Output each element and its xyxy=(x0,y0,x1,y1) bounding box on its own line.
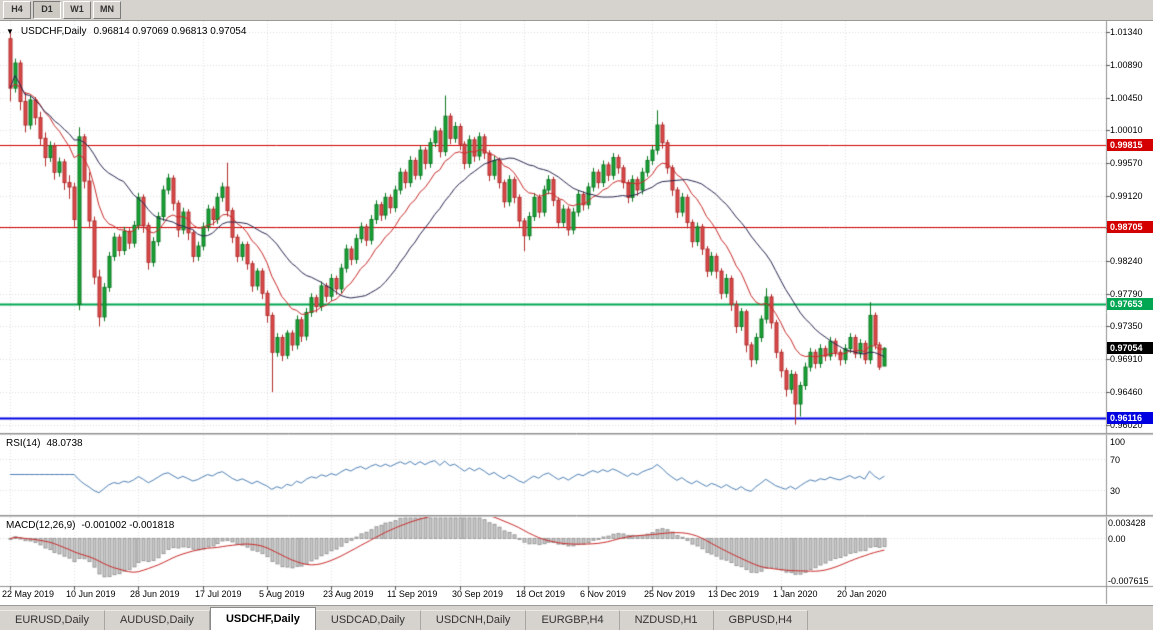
macd-axis-label: 0.003428 xyxy=(1108,518,1146,528)
price-line-tag: 0.98705 xyxy=(1107,221,1153,233)
timeframe-toolbar: H4 D1 W1 MN xyxy=(0,0,1153,21)
current-price-tag: 0.97054 xyxy=(1107,342,1153,354)
price-axis-label: 0.99120 xyxy=(1110,191,1143,201)
timeframe-button-mn[interactable]: MN xyxy=(93,1,121,19)
price-scale-drag-area[interactable] xyxy=(1106,21,1153,586)
macd-indicator-name: MACD(12,26,9) xyxy=(6,520,76,531)
price-axis-label: 0.96910 xyxy=(1110,354,1143,364)
time-scale-drag-area[interactable] xyxy=(0,586,1106,604)
time-axis-label: 5 Aug 2019 xyxy=(259,589,305,599)
time-axis-label: 20 Jan 2020 xyxy=(837,589,887,599)
price-axis-label: 0.96020 xyxy=(1110,420,1143,430)
chart-tab-gbpusd[interactable]: GBPUSD,H4 xyxy=(713,610,809,630)
price-axis-label: 0.97790 xyxy=(1110,289,1143,299)
rsi-axis-label: 70 xyxy=(1110,455,1121,465)
timeframe-button-w1[interactable]: W1 xyxy=(63,1,91,19)
macd-axis-label: -0.007615 xyxy=(1108,576,1149,586)
chart-symbol-label: USDCHF,Daily xyxy=(20,26,87,37)
price-axis-label: 1.00010 xyxy=(1110,125,1143,135)
time-axis-label: 17 Jul 2019 xyxy=(195,589,242,599)
chart-tabs-bar: EURUSD,Daily AUDUSD,Daily USDCHF,Daily USDC… xyxy=(0,605,1153,630)
time-axis-label: 13 Dec 2019 xyxy=(708,589,760,599)
chart-tab-usdcad[interactable]: USDCAD,Daily xyxy=(315,610,421,630)
macd-axis-label: 0.00 xyxy=(1108,534,1126,544)
rsi-axis-label: 100 xyxy=(1110,437,1126,447)
time-axis-label: 23 Aug 2019 xyxy=(323,589,374,599)
rsi-indicator-name: RSI(14) xyxy=(6,438,41,449)
chart-tab-eurgbp[interactable]: EURGBP,H4 xyxy=(526,610,620,630)
time-axis-label: 6 Nov 2019 xyxy=(580,589,627,599)
chart-tab-nzdusd[interactable]: NZDUSD,H1 xyxy=(619,610,714,630)
price-line-tag: 0.97653 xyxy=(1107,298,1153,310)
chart-tab-usdchf[interactable]: USDCHF,Daily xyxy=(209,607,316,630)
time-axis-label: 10 Jun 2019 xyxy=(66,589,116,599)
macd-header: MACD(12,26,9) -0.001002 -0.001818 xyxy=(6,520,174,531)
macd-indicator-values: -0.001002 -0.001818 xyxy=(81,520,175,531)
time-axis-label: 28 Jun 2019 xyxy=(130,589,180,599)
price-axis-label: 0.99570 xyxy=(1110,158,1143,168)
price-axis-label: 0.98240 xyxy=(1110,256,1143,266)
chart-ohlc-values: 0.96814 0.97069 0.96813 0.97054 xyxy=(93,26,247,37)
time-axis-label: 25 Nov 2019 xyxy=(644,589,696,599)
chart-title: ▼ USDCHF,Daily 0.96814 0.97069 0.96813 0… xyxy=(6,26,246,37)
rsi-header: RSI(14) 48.0738 xyxy=(6,438,83,449)
chart-tab-eurusd[interactable]: EURUSD,Daily xyxy=(0,610,105,630)
timeframe-button-h4[interactable]: H4 xyxy=(3,1,31,19)
chart-dropdown-icon[interactable]: ▼ xyxy=(6,26,14,36)
time-axis-label: 22 May 2019 xyxy=(2,589,55,599)
rsi-indicator-value: 48.0738 xyxy=(46,438,83,449)
price-line-tag: 0.96116 xyxy=(1107,412,1153,424)
price-line-tag: 0.99815 xyxy=(1107,139,1153,151)
chart-tab-audusd[interactable]: AUDUSD,Daily xyxy=(104,610,210,630)
time-axis-label: 1 Jan 2020 xyxy=(773,589,818,599)
price-axis-label: 1.01340 xyxy=(1110,27,1143,37)
price-axis-label: 0.97350 xyxy=(1110,321,1143,331)
rsi-axis-label: 30 xyxy=(1110,486,1121,496)
timeframe-button-d1[interactable]: D1 xyxy=(33,1,61,19)
price-axis-label: 0.96460 xyxy=(1110,387,1143,397)
time-axis-label: 11 Sep 2019 xyxy=(387,589,438,599)
chart-tab-usdcnh[interactable]: USDCNH,Daily xyxy=(420,610,527,630)
time-axis-label: 30 Sep 2019 xyxy=(452,589,504,599)
price-axis-label: 1.00450 xyxy=(1110,93,1143,103)
price-axis-label: 1.00890 xyxy=(1110,60,1143,70)
time-axis-label: 18 Oct 2019 xyxy=(516,589,566,599)
